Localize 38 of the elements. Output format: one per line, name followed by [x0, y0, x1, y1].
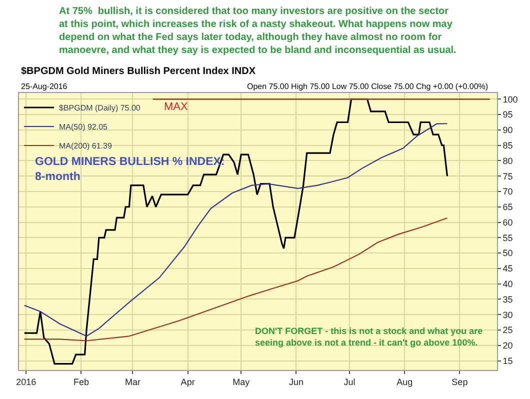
legend-label: MA(200) 61.39 — [59, 142, 112, 151]
annotation: DON'T FORGET - this is not a stock and what you are seeing above is not a trend - it can't go above 100%. — [255, 326, 483, 348]
y-tick-label: 80 — [502, 156, 513, 166]
y-tick-label: 40 — [502, 278, 513, 289]
text: Open 75.00 High 75.00 Low 75.00 Close 75.00 Chg +0.00 (+0.00%) — [247, 82, 488, 91]
text: 25-Aug-2016 — [21, 82, 68, 91]
y-tick-label: 25 — [502, 325, 513, 336]
y-tick-label: 60 — [502, 217, 513, 228]
x-tick-label: Sep — [452, 376, 468, 387]
x-tick-label: Jul — [344, 376, 356, 387]
y-tick-label: 45 — [502, 264, 513, 274]
y-tick-label: 95 — [502, 110, 513, 120]
x-tick-label: Feb — [73, 376, 89, 387]
y-tick-label: 30 — [502, 310, 513, 320]
chart-subtitle: $BPGDM Gold Miners Bullish Percent Index INDX — [21, 66, 256, 77]
y-tick-label: 50 — [502, 248, 513, 258]
x-tick-label: 2016 — [16, 376, 36, 387]
line-series — [24, 98, 448, 365]
ref-line-label: MAX — [164, 101, 188, 113]
legend-label: MA(50) 92.05 — [59, 122, 108, 132]
x-tick-label: Mar — [124, 376, 140, 387]
legend-label: $BPGDM (Daily) 75.00 — [59, 104, 141, 113]
y-tick-label: 75 — [502, 171, 513, 182]
y-tick-label: 20 — [502, 340, 513, 351]
x-tick-label: Jun — [288, 376, 304, 387]
y-tick-label: 90 — [502, 125, 513, 136]
y-tick-label: 65 — [502, 202, 513, 212]
y-tick-label: 70 — [502, 186, 513, 197]
y-tick-label: 100 — [502, 94, 518, 104]
y-tick-label: 35 — [502, 294, 513, 304]
x-tick-label: May — [232, 376, 250, 387]
line-series — [24, 123, 448, 337]
x-tick-label: Apr — [180, 376, 195, 387]
x-tick-label: Aug — [396, 376, 413, 387]
y-tick-label: 55 — [502, 232, 513, 243]
y-tick-label: 85 — [502, 140, 513, 150]
y-tick-label: 15 — [502, 356, 513, 366]
chart-title: At 75% bullish, it is considered that too many investors are positive on the sector at this point, which increases the risk of a nasty shakeout. What happens now may depend on what the Fed says later today, although they have almost no room for manoevre, and what they say is expected to be bland and inconsequential as usual. — [59, 6, 457, 56]
